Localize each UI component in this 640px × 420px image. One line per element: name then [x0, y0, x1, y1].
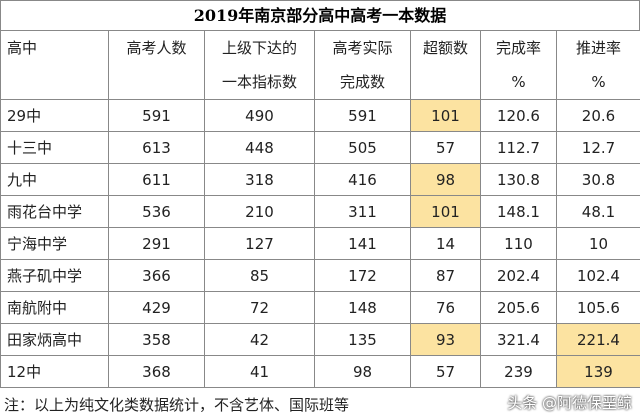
cell: 368: [108, 355, 205, 388]
cell: 南航附中: [0, 291, 109, 324]
cell: 135: [314, 323, 411, 356]
cell: 76: [410, 291, 481, 324]
cell: 85: [204, 259, 315, 292]
header-text: 完成数: [339, 73, 385, 91]
cell: 98: [410, 163, 481, 196]
cell: 九中: [0, 163, 109, 196]
watermark: 头条 @阿德保垩鲸: [507, 394, 632, 412]
cell: 57: [410, 131, 481, 164]
data-row: 29中 591 490 591 101 120.6 20.6: [0, 99, 640, 132]
header-text: 高考实际: [332, 39, 393, 57]
cell: 14: [410, 227, 481, 260]
cell: 田家炳高中: [0, 323, 109, 356]
cell: 105.6: [556, 291, 640, 324]
header-cell: 高中: [0, 30, 109, 100]
cell: 宁海中学: [0, 227, 109, 260]
header-cell: 完成率%: [480, 30, 557, 100]
cell: 311: [314, 195, 411, 228]
cell: 101: [410, 195, 481, 228]
cell: 148.1: [480, 195, 557, 228]
cell: 536: [108, 195, 205, 228]
cell: 30.8: [556, 163, 640, 196]
cell: 98: [314, 355, 411, 388]
cell: 87: [410, 259, 481, 292]
note: 注：以上为纯文化类数据统计，不含艺体、国际班等: [4, 396, 350, 414]
cell: 358: [108, 323, 205, 356]
cell: 613: [108, 131, 205, 164]
header-row: 高中 高考人数 上级下达的 一本指标数 高考实际 完成数 超额数 完成率% 推进率%: [0, 30, 640, 100]
cell: 110: [480, 227, 557, 260]
cell: 57: [410, 355, 481, 388]
data-row: 九中 611 318 416 98 130.8 30.8: [0, 163, 640, 196]
cell: 93: [410, 323, 481, 356]
cell: 291: [108, 227, 205, 260]
cell: 239: [480, 355, 557, 388]
cell: 29中: [0, 99, 109, 132]
cell: 429: [108, 291, 205, 324]
cell: 139: [556, 355, 640, 388]
data-row: 雨花台中学 536 210 311 101 148.1 48.1: [0, 195, 640, 228]
header-text: 高考人数: [126, 39, 187, 57]
cell: 210: [204, 195, 315, 228]
data-row: 南航附中 429 72 148 76 205.6 105.6: [0, 291, 640, 324]
cell: 20.6: [556, 99, 640, 132]
cell: 10: [556, 227, 640, 260]
cell: 202.4: [480, 259, 557, 292]
header-text: 一本指标数: [221, 73, 297, 91]
header-cell: 高考实际 完成数: [314, 30, 411, 100]
data-row: 12中 368 41 98 57 239 139: [0, 355, 640, 388]
cell: 102.4: [556, 259, 640, 292]
header-text: %: [511, 73, 526, 91]
cell: 127: [204, 227, 315, 260]
header-text: 完成率: [495, 39, 541, 57]
cell: 130.8: [480, 163, 557, 196]
cell: 十三中: [0, 131, 109, 164]
cell: 72: [204, 291, 315, 324]
data-row: 十三中 613 448 505 57 112.7 12.7: [0, 131, 640, 164]
cell: 燕子矶中学: [0, 259, 109, 292]
cell: 221.4: [556, 323, 640, 356]
data-row: 田家炳高中 358 42 135 93 321.4 221.4: [0, 323, 640, 356]
cell: 120.6: [480, 99, 557, 132]
header-cell: 高考人数: [108, 30, 205, 100]
header-text: 推进率: [575, 39, 621, 57]
cell: 205.6: [480, 291, 557, 324]
header-cell: 推进率%: [556, 30, 640, 100]
cell: 101: [410, 99, 481, 132]
cell: 112.7: [480, 131, 557, 164]
cell: 148: [314, 291, 411, 324]
data-row: 燕子矶中学 366 85 172 87 202.4 102.4: [0, 259, 640, 292]
cell: 12.7: [556, 131, 640, 164]
cell: 172: [314, 259, 411, 292]
cell: 48.1: [556, 195, 640, 228]
cell: 366: [108, 259, 205, 292]
data-table: 高中 高考人数 上级下达的 一本指标数 高考实际 完成数 超额数 完成率% 推进率% 29中 591…: [0, 30, 640, 388]
cell: 611: [108, 163, 205, 196]
title: 2019年南京部分高中高考一本数据: [0, 0, 640, 30]
header-text: 高中: [7, 39, 38, 57]
cell: 42: [204, 323, 315, 356]
cell: 41: [204, 355, 315, 388]
cell: 318: [204, 163, 315, 196]
cell: 321.4: [480, 323, 557, 356]
header-cell: 超额数: [410, 30, 481, 100]
cell: 505: [314, 131, 411, 164]
data-row: 宁海中学 291 127 141 14 110 10: [0, 227, 640, 260]
cell: 12中: [0, 355, 109, 388]
cell: 591: [108, 99, 205, 132]
cell: 雨花台中学: [0, 195, 109, 228]
cell: 416: [314, 163, 411, 196]
header-text: %: [591, 73, 606, 91]
cell: 490: [204, 99, 315, 132]
header-text: 超额数: [422, 39, 468, 57]
cell: 141: [314, 227, 411, 260]
cell: 591: [314, 99, 411, 132]
header-text: 上级下达的: [221, 39, 297, 57]
cell: 448: [204, 131, 315, 164]
header-cell: 上级下达的一本指标数: [204, 30, 315, 100]
